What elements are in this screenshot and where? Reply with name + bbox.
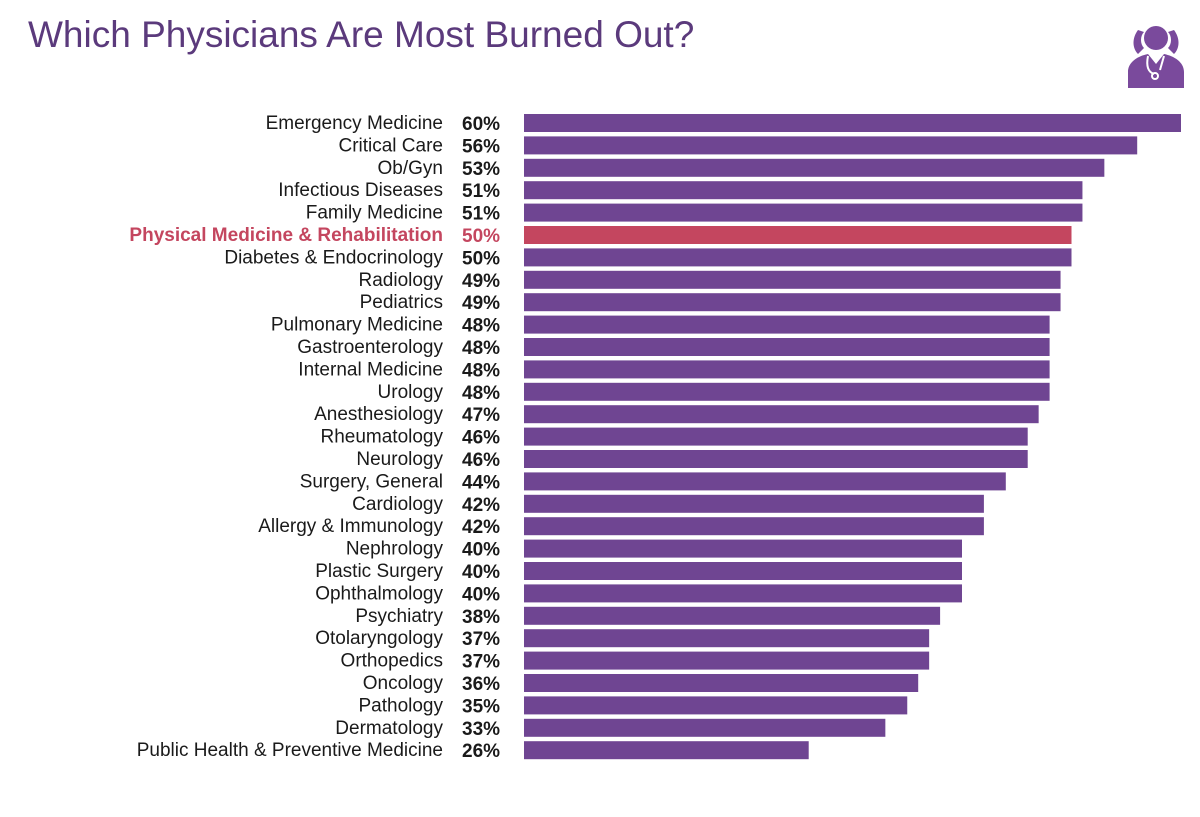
chart-title: Which Physicians Are Most Burned Out? (28, 14, 695, 55)
value-label-family-medicine: 51% (462, 204, 500, 225)
bar-internal-medicine (524, 360, 1050, 379)
category-label-infectious-diseases: Infectious Diseases (278, 180, 443, 201)
category-label-orthopedics: Orthopedics (341, 651, 443, 672)
category-label-dermatology: Dermatology (335, 718, 443, 739)
value-label-diabetes-endocrinology: 50% (462, 248, 500, 269)
bar-critical-care (524, 136, 1138, 155)
category-label-oncology: Oncology (363, 673, 444, 694)
bar-ophthalmology (524, 584, 962, 603)
bar-diabetes-endocrinology (524, 248, 1072, 267)
category-label-ob-gyn: Ob/Gyn (378, 158, 443, 179)
value-label-oncology: 36% (462, 674, 500, 695)
bar-psychiatry (524, 606, 941, 625)
value-label-pediatrics: 49% (462, 293, 500, 314)
value-label-public-health-preventive-medicine: 26% (462, 741, 500, 762)
value-label-critical-care: 56% (462, 136, 500, 157)
bar-gastroenterology (524, 338, 1050, 356)
bar-allergy-immunology (524, 517, 984, 536)
category-label-surgery-general: Surgery, General (300, 471, 443, 492)
value-label-rheumatology: 46% (462, 428, 500, 449)
category-label-physical-medicine-rehabilitation: Physical Medicine & Rehabilitation (129, 225, 443, 246)
bar-anesthesiology (524, 405, 1039, 424)
category-label-diabetes-endocrinology: Diabetes & Endocrinology (224, 247, 443, 268)
category-label-emergency-medicine: Emergency Medicine (266, 113, 443, 134)
category-label-internal-medicine: Internal Medicine (298, 359, 443, 380)
bar-ob-gyn (524, 158, 1105, 177)
bar-physical-medicine-rehabilitation (524, 226, 1072, 244)
category-label-public-health-preventive-medicine: Public Health & Preventive Medicine (137, 740, 443, 761)
category-label-cardiology: Cardiology (352, 494, 443, 515)
bar-pathology (524, 696, 908, 715)
value-label-radiology: 49% (462, 271, 500, 292)
category-label-pulmonary-medicine: Pulmonary Medicine (271, 315, 443, 336)
value-label-pulmonary-medicine: 48% (462, 316, 500, 337)
bar-nephrology (524, 539, 962, 558)
value-label-plastic-surgery: 40% (462, 562, 500, 583)
value-label-anesthesiology: 47% (462, 405, 500, 426)
value-label-nephrology: 40% (462, 540, 500, 561)
category-label-otolaryngology: Otolaryngology (315, 628, 443, 649)
bar-rheumatology (524, 427, 1028, 446)
bar-oncology (524, 674, 919, 692)
value-label-urology: 48% (462, 383, 500, 404)
bar-neurology (524, 450, 1028, 468)
value-label-ophthalmology: 40% (462, 584, 500, 605)
bar-orthopedics (524, 651, 930, 670)
category-label-pathology: Pathology (358, 695, 443, 716)
bar-cardiology (524, 494, 984, 513)
category-label-ophthalmology: Ophthalmology (315, 583, 443, 604)
category-label-radiology: Radiology (359, 270, 444, 291)
category-label-urology: Urology (378, 382, 444, 403)
category-label-psychiatry: Psychiatry (355, 606, 443, 627)
bar-public-health-preventive-medicine (524, 741, 809, 760)
value-label-pathology: 35% (462, 696, 500, 717)
bar-emergency-medicine (524, 114, 1181, 132)
value-label-orthopedics: 37% (462, 652, 500, 673)
bar-plastic-surgery (524, 562, 962, 580)
category-label-family-medicine: Family Medicine (306, 203, 443, 224)
value-label-ob-gyn: 53% (462, 159, 500, 180)
value-label-psychiatry: 38% (462, 607, 500, 628)
category-label-plastic-surgery: Plastic Surgery (315, 561, 443, 582)
value-label-emergency-medicine: 60% (462, 114, 500, 135)
category-label-nephrology: Nephrology (346, 539, 444, 560)
value-label-allergy-immunology: 42% (462, 517, 500, 538)
bar-otolaryngology (524, 629, 930, 648)
bar-family-medicine (524, 203, 1083, 222)
bar-radiology (524, 270, 1061, 289)
value-label-otolaryngology: 37% (462, 629, 500, 650)
value-label-internal-medicine: 48% (462, 360, 500, 381)
category-label-pediatrics: Pediatrics (360, 292, 443, 313)
category-label-gastroenterology: Gastroenterology (297, 337, 443, 358)
value-label-surgery-general: 44% (462, 472, 500, 493)
bar-surgery-general (524, 472, 1006, 491)
value-label-dermatology: 33% (462, 719, 500, 740)
category-label-anesthesiology: Anesthesiology (314, 404, 443, 425)
bar-urology (524, 382, 1050, 401)
value-label-infectious-diseases: 51% (462, 181, 500, 202)
value-label-cardiology: 42% (462, 495, 500, 516)
bar-pulmonary-medicine (524, 315, 1050, 334)
category-label-rheumatology: Rheumatology (320, 427, 443, 448)
category-label-neurology: Neurology (356, 449, 443, 470)
value-label-neurology: 46% (462, 450, 500, 471)
value-label-physical-medicine-rehabilitation: 50% (462, 226, 500, 247)
category-label-critical-care: Critical Care (338, 135, 443, 156)
value-label-gastroenterology: 48% (462, 338, 500, 359)
bar-infectious-diseases (524, 181, 1083, 200)
bar-dermatology (524, 718, 886, 737)
stressed-physician-icon (1128, 26, 1184, 88)
bar-pediatrics (524, 293, 1061, 312)
category-label-allergy-immunology: Allergy & Immunology (258, 516, 443, 537)
